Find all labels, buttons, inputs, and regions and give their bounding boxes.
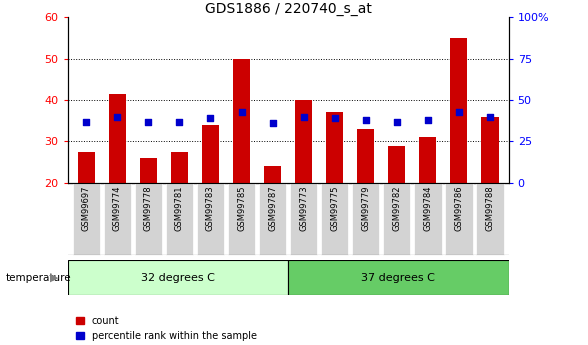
Bar [383,183,410,255]
Text: GSM99788: GSM99788 [486,185,495,231]
Bar [72,183,100,255]
Text: GSM99774: GSM99774 [113,185,122,230]
Text: GSM99785: GSM99785 [237,185,246,230]
Bar [290,183,318,255]
Text: GSM99775: GSM99775 [330,185,339,230]
Point [361,117,370,123]
Text: GSM99786: GSM99786 [455,185,463,231]
Text: GSM99787: GSM99787 [268,185,277,231]
Bar [388,146,405,183]
Bar [197,183,224,255]
Bar [78,152,95,183]
Bar [419,137,436,183]
Point [423,117,433,123]
FancyBboxPatch shape [288,260,509,295]
Text: GSM99782: GSM99782 [392,185,402,230]
Bar [476,183,504,255]
Point [392,119,402,124]
Bar [321,183,348,255]
Text: ▶: ▶ [51,273,59,283]
Point [113,114,122,119]
Bar [228,183,255,255]
Bar [140,158,157,183]
Title: GDS1886 / 220740_s_at: GDS1886 / 220740_s_at [205,2,372,16]
Point [268,120,278,126]
Bar [109,94,126,183]
Bar [264,166,281,183]
Point [143,119,153,124]
Text: GSM99773: GSM99773 [299,185,308,231]
Bar [358,129,375,183]
Bar [445,183,473,255]
Point [237,109,246,115]
Bar [414,183,442,255]
Point [330,116,339,121]
Bar [295,100,312,183]
Text: GSM99778: GSM99778 [144,185,153,231]
Bar [233,59,250,183]
Bar [166,183,193,255]
Bar [135,183,162,255]
Text: GSM99779: GSM99779 [361,185,370,230]
Bar [202,125,219,183]
Text: 32 degrees C: 32 degrees C [141,273,215,283]
Text: GSM99784: GSM99784 [423,185,432,230]
Bar [103,183,131,255]
Text: temperature: temperature [6,273,72,283]
Text: GSM99781: GSM99781 [175,185,184,230]
Point [175,119,184,124]
Point [82,119,91,124]
Bar [259,183,286,255]
Point [299,114,308,119]
Text: GSM99697: GSM99697 [82,185,91,230]
Point [454,109,463,115]
Legend: count, percentile rank within the sample: count, percentile rank within the sample [72,312,261,345]
Text: 37 degrees C: 37 degrees C [362,273,435,283]
FancyBboxPatch shape [68,260,288,295]
Text: GSM99783: GSM99783 [206,185,215,231]
Bar [482,117,499,183]
Bar [450,38,467,183]
Bar [326,112,343,183]
Point [485,114,495,119]
Bar [171,152,188,183]
Point [206,116,215,121]
Bar [352,183,379,255]
